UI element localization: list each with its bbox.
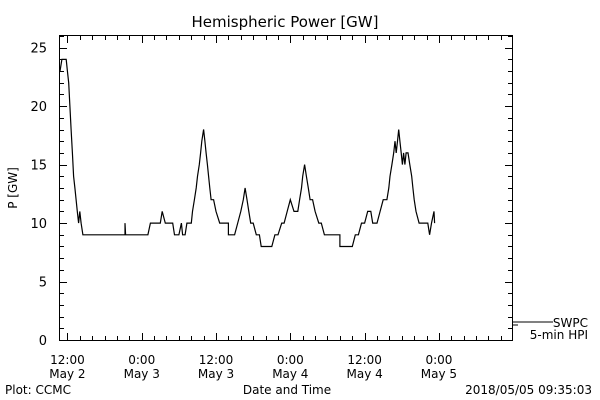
x-tick-date-label: May 3 bbox=[124, 367, 160, 381]
x-tick-date-label: May 4 bbox=[347, 367, 383, 381]
y-axis-label: P [GW] bbox=[6, 167, 20, 209]
y-tick-label: 5 bbox=[39, 276, 47, 291]
y-axis: 0 5 10 15 20 25 bbox=[30, 36, 512, 349]
x-tick-date-label: May 2 bbox=[49, 367, 85, 381]
x-tick-time-label: 0:00 bbox=[128, 353, 155, 367]
x-tick-time-label: 0:00 bbox=[425, 353, 452, 367]
x-tick-time-label: 0:00 bbox=[277, 353, 304, 367]
chart-title: Hemispheric Power [GW] bbox=[192, 13, 379, 31]
x-tick-time-label: 12:00 bbox=[199, 353, 234, 367]
x-tick-time-label: 12:00 bbox=[50, 353, 85, 367]
x-tick-time-label: 12:00 bbox=[347, 353, 382, 367]
x-tick-date-label: May 5 bbox=[421, 367, 457, 381]
y-tick-label: 25 bbox=[30, 42, 47, 57]
x-axis-label: Date and Time bbox=[243, 383, 331, 397]
plot-timestamp: 2018/05/05 09:35:03 bbox=[465, 383, 592, 397]
x-tick-date-label: May 3 bbox=[198, 367, 234, 381]
y-tick-label: 15 bbox=[30, 159, 47, 174]
legend-label-swpc: SWPC bbox=[553, 316, 588, 330]
legend-label-hpi: 5-min HPI bbox=[530, 328, 588, 342]
legend: SWPC 5-min HPI bbox=[513, 316, 588, 342]
y-tick-label: 10 bbox=[30, 217, 47, 232]
y-tick-label: 20 bbox=[30, 100, 47, 115]
x-tick-date-label: May 4 bbox=[272, 367, 308, 381]
series-layer bbox=[59, 58, 436, 248]
series-line-hpi bbox=[59, 58, 436, 248]
plot-credit: Plot: CCMC bbox=[5, 383, 71, 397]
plot-frame bbox=[59, 35, 513, 341]
y-tick-label: 0 bbox=[39, 334, 47, 349]
